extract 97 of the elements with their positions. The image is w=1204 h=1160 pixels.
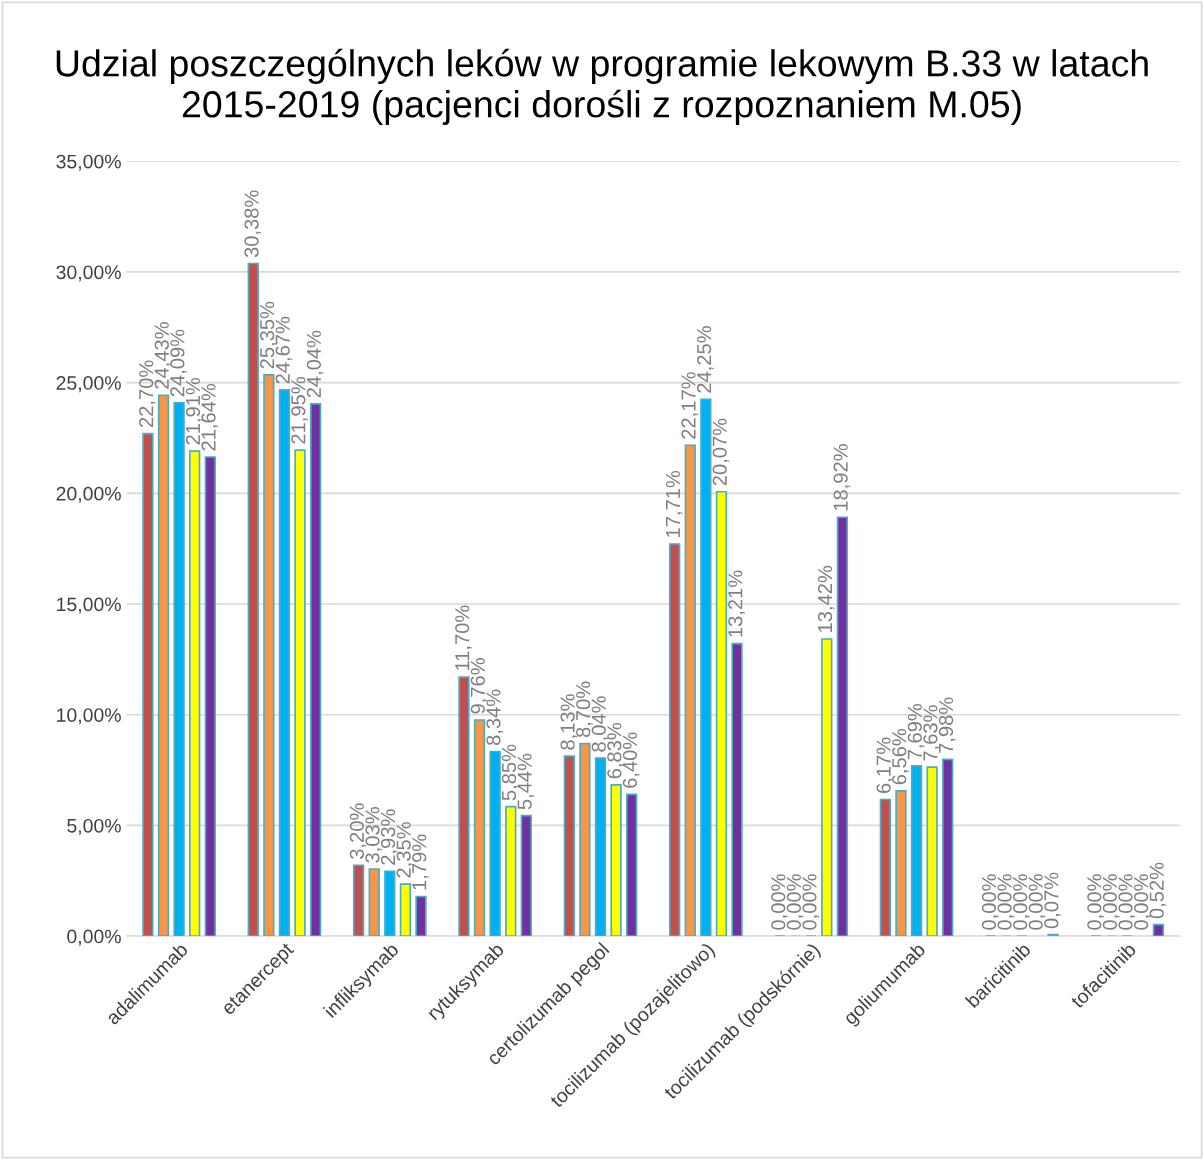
data-label: 8,34%: [486, 689, 503, 746]
data-label: 21,64%: [201, 383, 219, 451]
data-label: 0,00%: [771, 874, 788, 930]
chart-title: Udzial poszczególnych leków w programie lekowym B.33 w latach 2015-2019 (pacjenci dorośli z rozpoznaniem M.05): [56, 48, 1148, 126]
data-label: 3,03%: [365, 807, 382, 863]
bar: [610, 784, 622, 937]
bar: [247, 262, 259, 937]
y-tick-label: 30,00%: [56, 265, 121, 282]
data-label: 13,21%: [728, 570, 745, 637]
data-label: 17,71%: [665, 470, 683, 537]
y-tick-label: 35,00%: [56, 154, 121, 171]
data-label: 0,00%: [1118, 874, 1136, 930]
data-label: 7,98%: [938, 697, 956, 753]
data-label: 6,17%: [876, 737, 894, 793]
data-label: 7,69%: [907, 703, 925, 760]
data-label: 24,43%: [154, 322, 172, 389]
data-label: 25,35%: [260, 301, 277, 369]
bar: [668, 543, 681, 937]
bar: [505, 805, 517, 937]
data-label: 8,13%: [560, 694, 578, 750]
y-tick-label: 5,00%: [67, 818, 121, 835]
data-label: 24,25%: [696, 326, 714, 393]
bar: [458, 676, 470, 937]
data-label: 1,79%: [412, 834, 429, 890]
bar: [263, 374, 275, 937]
bar: [352, 864, 365, 937]
bar: [684, 444, 696, 937]
data-label: 21,95%: [291, 377, 308, 444]
bar: [415, 895, 427, 937]
bar: [142, 432, 154, 937]
data-label: 2,93%: [380, 809, 398, 865]
bar: [189, 450, 201, 937]
data-label: 0,00%: [1028, 874, 1046, 930]
y-tick-label: 20,00%: [56, 486, 121, 503]
bar: [294, 449, 306, 937]
bar: [368, 868, 380, 937]
bar: [173, 401, 185, 937]
data-label: 8,04%: [591, 696, 609, 752]
data-label: 0,00%: [981, 874, 999, 930]
bar: [384, 870, 396, 937]
data-label: 5,44%: [517, 753, 535, 810]
bar: [879, 798, 892, 937]
data-label: 24,04%: [306, 330, 324, 398]
bar: [895, 790, 907, 937]
bar: [473, 719, 486, 937]
data-label: 0,52%: [1149, 862, 1167, 919]
bar: [489, 750, 501, 937]
data-label: 0,00%: [1013, 874, 1030, 930]
data-label: 7,63%: [923, 705, 940, 761]
data-label: 11,70%: [455, 605, 472, 670]
bar: [836, 516, 849, 937]
bar: [731, 642, 743, 937]
bar: [563, 755, 575, 937]
data-label: 2,35%: [396, 822, 414, 878]
data-label: 0,00%: [997, 874, 1015, 930]
bar: [626, 793, 638, 937]
y-tick-label: 25,00%: [56, 376, 121, 393]
bar: [1152, 923, 1165, 937]
bar: [910, 765, 923, 937]
data-label: 0,00%: [1087, 874, 1104, 930]
data-label: 3,20%: [349, 803, 367, 859]
y-tick-label: 10,00%: [57, 708, 121, 725]
bar: [520, 814, 532, 937]
data-label: 6,83%: [607, 722, 624, 779]
bar: [926, 766, 938, 937]
y-tick-label: 15,00%: [57, 597, 121, 614]
bar: [309, 403, 322, 937]
bar: [594, 757, 607, 937]
bar: [278, 389, 291, 937]
data-label: 8,70%: [576, 681, 593, 738]
bar: [204, 456, 216, 937]
data-label: 0,07%: [1044, 872, 1061, 929]
data-label: 24,09%: [170, 329, 187, 397]
data-label: 0,00%: [1133, 874, 1151, 930]
data-label: 13,42%: [817, 565, 835, 632]
data-label: 21,91%: [185, 377, 203, 445]
data-label: 0,00%: [802, 874, 819, 930]
bar: [157, 394, 170, 937]
bar: [579, 742, 591, 937]
data-label: 6,40%: [622, 732, 640, 788]
data-label: 5,85%: [501, 744, 519, 801]
data-label: 9,76%: [470, 658, 488, 714]
bar: [700, 398, 712, 937]
data-label: 30,38%: [244, 190, 262, 258]
y-tick-label: 0,00%: [67, 929, 121, 946]
data-label: 0,00%: [1102, 874, 1120, 930]
data-label: 0,00%: [786, 874, 804, 930]
data-label: 22,70%: [139, 360, 156, 427]
bar: [715, 490, 728, 937]
bar: [942, 758, 954, 937]
data-label: 20,07%: [712, 418, 730, 486]
bar: [821, 638, 833, 937]
data-label: 22,17%: [681, 372, 699, 439]
data-label: 18,92%: [833, 444, 851, 511]
data-label: 24,67%: [275, 316, 293, 384]
data-label: 6,56%: [892, 728, 909, 785]
bar: [399, 883, 412, 937]
